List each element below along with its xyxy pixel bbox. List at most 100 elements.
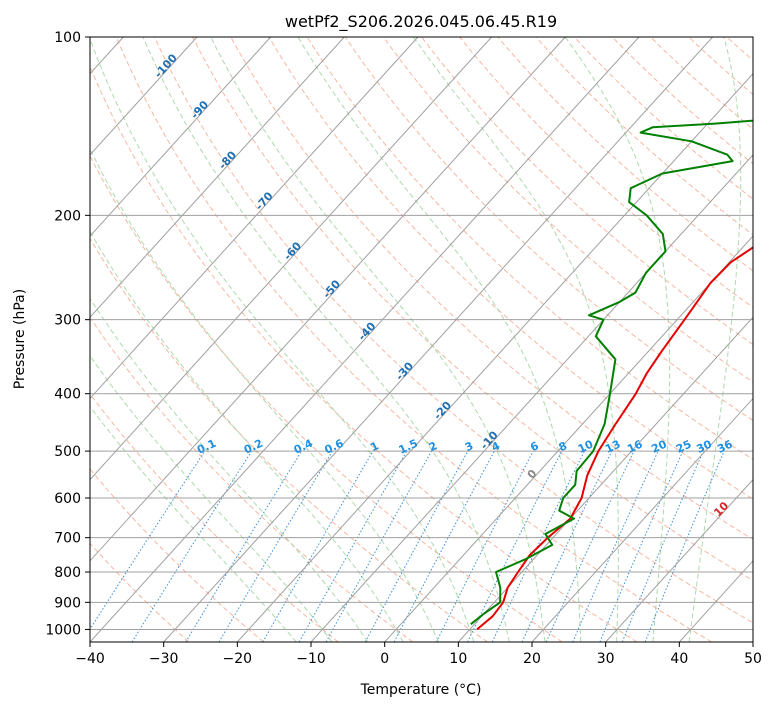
y-axis-label: Pressure (hPa) (12, 289, 28, 389)
moist-adiabat-line (90, 355, 333, 642)
mixing-ratio-label: 1.5 (397, 437, 420, 457)
mixing-ratio-label: 25 (674, 438, 693, 456)
x-tick-label: 20 (523, 651, 541, 667)
y-tick-label: 700 (54, 531, 81, 547)
mixing-ratio-label: 3 (463, 439, 475, 454)
mixing-ratio-label: 6 (528, 439, 541, 454)
dewpoint-line (470, 119, 753, 625)
isotherm-line (752, 641, 753, 642)
x-tick-label: −30 (149, 651, 179, 667)
y-tick-label: 500 (54, 444, 81, 460)
y-tick-label: 600 (54, 491, 81, 507)
isotherm-line (384, 235, 753, 642)
isotherm-line (90, 37, 493, 481)
moist-adiabat-line (90, 37, 475, 642)
moist-adiabat-line (90, 405, 297, 642)
x-tick-label: 0 (380, 651, 389, 667)
y-tick-label: 400 (54, 387, 81, 403)
isotherm-line (90, 37, 640, 642)
x-tick-label: 30 (597, 651, 615, 667)
dry-adiabat-label: 10 (711, 499, 731, 519)
moist-adiabat-line (210, 37, 546, 642)
isotherm-label: -50 (320, 277, 343, 301)
dry-adiabat-line (154, 37, 753, 624)
mixing-ratio-label: 4 (489, 439, 502, 454)
dry-adiabat-label: 20 (760, 526, 775, 546)
moist-adiabat-line (90, 297, 369, 642)
chart-title: wetPf2_S206.2026.045.06.45.R19 (285, 12, 557, 32)
mixing-ratio-label: 0.1 (195, 437, 218, 457)
x-tick-label: −10 (296, 651, 326, 667)
mixing-ratio-line (393, 450, 495, 642)
isotherm-label: -80 (216, 148, 239, 172)
mixing-ratio-label: 2 (427, 439, 439, 454)
moist-adiabat-line (90, 147, 439, 642)
mixing-ratio-line (131, 450, 253, 642)
isotherm-label: -70 (253, 189, 276, 213)
mixing-ratio-line (90, 450, 206, 631)
mixing-ratio-label: 36 (715, 437, 735, 455)
mixing-ratio-line (262, 450, 374, 642)
mixing-ratio-line (185, 450, 303, 642)
isotherm-line (531, 397, 753, 642)
mixing-ratio-line (491, 450, 585, 642)
x-tick-label: 50 (744, 651, 762, 667)
plot-frame (89, 36, 754, 643)
isotherm-label: -20 (431, 399, 454, 423)
isotherm-label: 0 (525, 467, 540, 482)
isotherm-line (90, 37, 198, 156)
background-lines (90, 37, 753, 642)
isotherm-line (678, 560, 753, 642)
mixing-ratio-line (521, 450, 613, 642)
dry-adiabat-line (459, 37, 753, 308)
y-tick-label: 300 (54, 313, 81, 329)
isotherm-label: -60 (281, 239, 304, 263)
isotherm-label: -90 (188, 98, 211, 122)
mixing-ratio-label: 20 (649, 437, 669, 455)
dry-adiabat-line (90, 316, 414, 642)
mixing-ratio-line (644, 450, 725, 642)
dry-adiabat-line (726, 37, 753, 61)
mixing-ratio-label: 0.6 (323, 437, 346, 457)
isotherm-line (236, 72, 753, 642)
dry-adiabat-line (344, 37, 753, 421)
isotherm-line (605, 478, 753, 642)
mixing-ratio-line (621, 450, 704, 642)
isotherm-label: -100 (152, 51, 180, 80)
dry-adiabat-line (421, 37, 753, 346)
isotherm-line (90, 37, 272, 237)
moist-adiabat-line (688, 37, 742, 642)
mixing-ratio-line (298, 450, 408, 642)
y-tick-label: 900 (54, 595, 81, 611)
mixing-ratio-line (435, 450, 534, 642)
mixing-ratio-line (325, 450, 433, 642)
dry-adiabat-line (90, 393, 339, 642)
dry-adiabat-line (90, 237, 488, 642)
mixing-ratio-label: 16 (625, 437, 645, 455)
dry-adiabat-line (306, 37, 753, 460)
x-tick-label: −40 (75, 651, 105, 667)
dry-adiabat-line (382, 37, 753, 383)
mixing-ratio-line (364, 450, 469, 642)
axis-ticks: −40 −30 −20 −10 0 10 20 30 40 5010020030040050060… (45, 30, 762, 667)
mixing-ratio-line (599, 450, 684, 642)
mixing-ratio-line (545, 450, 635, 642)
y-tick-label: 200 (54, 208, 81, 224)
isotherm-line (90, 37, 419, 400)
isotherm-line (457, 316, 753, 642)
y-tick-label: 100 (54, 30, 81, 46)
mixing-ratio-line (572, 450, 659, 642)
dry-adiabat-line (90, 468, 264, 642)
dry-adiabat-line (573, 37, 753, 200)
isotherm-label: -40 (355, 320, 378, 344)
moist-adiabat-line (564, 37, 671, 642)
dry-adiabat-line (90, 65, 638, 642)
isotherm-line (90, 37, 345, 318)
temperature-line (476, 246, 753, 631)
y-tick-label: 1000 (45, 622, 81, 638)
isotherm-line (90, 37, 566, 562)
x-tick-label: −20 (223, 651, 253, 667)
isotherm-line (163, 37, 714, 642)
mixing-ratio-label: 30 (695, 437, 715, 455)
